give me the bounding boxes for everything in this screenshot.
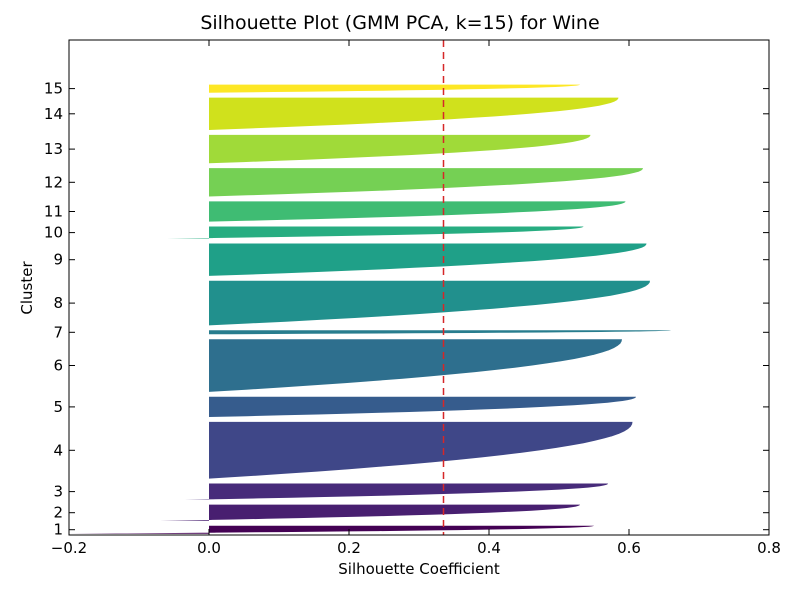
silhouette-cluster-11: [209, 201, 626, 222]
y-tick-label-14: 14: [44, 105, 63, 123]
y-tick-label-4: 4: [53, 441, 63, 459]
x-tick-label: 0.8: [757, 539, 781, 557]
silhouette-cluster-9: [209, 243, 647, 276]
y-tick-label-1: 1: [53, 521, 63, 539]
y-tick-label-2: 2: [53, 504, 63, 522]
y-tick-label-6: 6: [53, 357, 63, 375]
y-tick-label-5: 5: [53, 398, 63, 416]
x-tick-label: −0.2: [51, 539, 87, 557]
y-tick-label-3: 3: [53, 483, 63, 501]
y-tick-label-7: 7: [53, 323, 63, 341]
x-tick-label: 0.0: [197, 539, 221, 557]
y-tick-label-10: 10: [44, 224, 63, 242]
y-tick-label-13: 13: [44, 140, 63, 158]
plot-frame: [68, 39, 770, 536]
y-tick-label-12: 12: [44, 173, 63, 191]
x-tick-label: 0.6: [617, 539, 641, 557]
silhouette-cluster-3: [184, 483, 608, 500]
y-tick-label-15: 15: [44, 80, 63, 98]
x-axis-ticks: −0.2 0.0 0.2 0.4 0.6 0.8: [51, 40, 781, 557]
silhouette-cluster-1: [69, 525, 594, 534]
silhouette-cluster-2: [160, 504, 580, 521]
y-axis-label: Cluster: [18, 261, 36, 315]
silhouette-cluster-13: [209, 134, 591, 164]
silhouette-cluster-8: [209, 280, 650, 326]
silhouette-cluster-4: [209, 421, 633, 479]
chart-title: Silhouette Plot (GMM PCA, k=15) for Wine: [200, 12, 600, 34]
silhouette-cluster-5: [209, 396, 636, 417]
y-tick-label-9: 9: [53, 251, 63, 269]
x-tick-label: 0.2: [337, 539, 361, 557]
silhouette-cluster-6: [209, 339, 622, 392]
silhouette-cluster-15: [209, 84, 580, 93]
x-tick-label: 0.4: [477, 539, 501, 557]
x-axis-label: Silhouette Coefficient: [338, 560, 500, 578]
silhouette-cluster-12: [209, 168, 643, 197]
silhouette-bars: [69, 84, 671, 534]
silhouette-cluster-10: [167, 226, 584, 239]
silhouette-cluster-14: [209, 97, 619, 130]
silhouette-cluster-7: [188, 330, 671, 335]
y-tick-label-11: 11: [44, 203, 63, 221]
y-tick-label-8: 8: [53, 294, 63, 312]
